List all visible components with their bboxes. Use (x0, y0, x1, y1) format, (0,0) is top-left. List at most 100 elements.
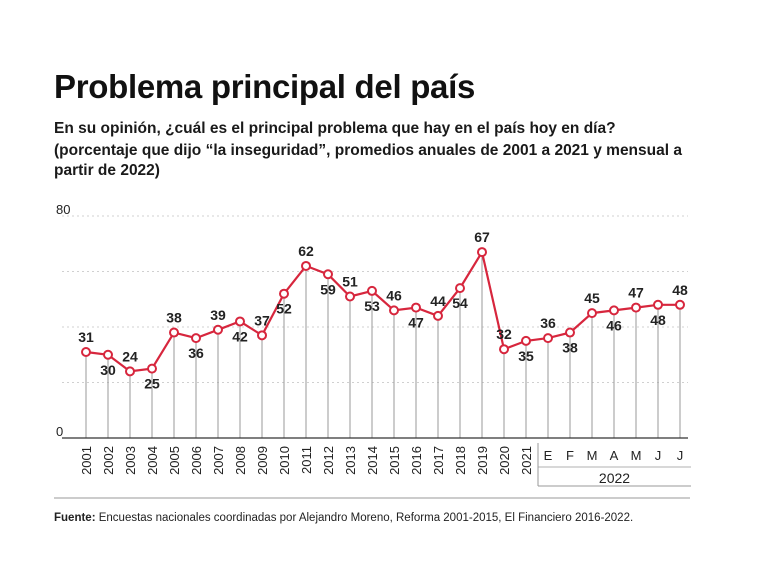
data-point (499, 344, 509, 355)
data-point (587, 308, 597, 319)
source-label: Fuente: (54, 512, 96, 524)
data-label: 36 (540, 315, 556, 331)
data-point (653, 299, 663, 310)
x-tick-label: A (610, 448, 619, 463)
x-tick-label: 2010 (277, 446, 292, 475)
data-label: 39 (210, 307, 226, 323)
chart-title: Problema principal del país (54, 68, 476, 105)
data-point (213, 324, 223, 335)
data-label: 30 (100, 362, 116, 378)
x-tick-label: M (631, 448, 642, 463)
line-chart: 0 80 2001 2002 2003 2004 2005 2006 2007 2008 2009 2… (54, 202, 691, 499)
data-point (191, 333, 201, 344)
x-tick-label: 2020 (497, 446, 512, 475)
y-tick-label: 0 (56, 424, 63, 439)
data-point (433, 310, 443, 321)
data-point (455, 283, 465, 294)
data-point (521, 335, 531, 346)
group-label: 2022 (599, 470, 630, 486)
data-label: 25 (144, 376, 160, 392)
data-label: 35 (518, 348, 534, 364)
x-tick-label: E (544, 448, 553, 463)
data-point (103, 349, 113, 360)
data-point (411, 302, 421, 313)
data-label: 45 (584, 290, 600, 306)
x-tick-label: 2002 (101, 446, 116, 475)
x-tick-label: F (566, 448, 574, 463)
data-point (125, 366, 135, 377)
x-tick-label: 2011 (299, 446, 314, 474)
data-label: 48 (672, 282, 688, 298)
data-point (477, 247, 487, 258)
x-tick-label: 2009 (255, 446, 270, 475)
data-label: 36 (188, 345, 204, 361)
x-tick-label: M (587, 448, 598, 463)
x-tick-label: 2015 (387, 446, 402, 475)
data-point (323, 269, 333, 280)
subtitle-note-line2: partir de 2022) (54, 162, 160, 179)
data-point (609, 305, 619, 316)
x-tick-label: 2007 (211, 446, 226, 475)
data-point (257, 330, 267, 341)
data-point (279, 288, 289, 299)
data-point (565, 327, 575, 338)
x-tick-label: 2014 (365, 446, 380, 475)
data-label: 51 (342, 273, 358, 289)
data-point (389, 305, 399, 316)
data-point (675, 299, 685, 310)
x-tick-label: 2006 (189, 446, 204, 475)
data-label: 31 (78, 329, 94, 345)
data-label: 48 (650, 312, 666, 328)
data-label: 47 (408, 315, 424, 331)
data-label: 46 (606, 317, 622, 333)
data-point (631, 302, 641, 313)
data-label: 44 (430, 293, 446, 309)
data-point (345, 291, 355, 302)
x-tick-label: 2018 (453, 446, 468, 475)
data-label: 54 (452, 295, 468, 311)
data-label: 38 (166, 310, 182, 326)
series-line (85, 249, 680, 373)
x-tick-label: 2004 (145, 446, 160, 475)
data-point (543, 333, 553, 344)
data-point (81, 346, 91, 357)
axes: 0 80 2001 2002 2003 2004 2005 2006 2007 2008 2009 2… (54, 202, 691, 499)
data-labels: 31 30 24 25 38 36 39 42 37 52 62 59 51 53 46 47 44 54 67 32… (78, 229, 688, 392)
data-point (235, 316, 245, 327)
data-point (367, 285, 377, 296)
data-point (301, 260, 311, 271)
subtitle-note-line1: (porcentaje que dijo “la inseguridad”, p… (54, 142, 682, 159)
x-tick-label: 2003 (123, 446, 138, 475)
data-label: 67 (474, 229, 490, 245)
data-point (169, 327, 179, 338)
markers (81, 247, 685, 377)
data-label: 53 (364, 298, 380, 314)
data-label: 32 (496, 326, 512, 342)
data-label: 38 (562, 340, 578, 356)
data-label: 59 (320, 281, 336, 297)
x-tick-label: 2019 (475, 446, 490, 475)
grid (62, 215, 688, 438)
x-tick-label: 2016 (409, 446, 424, 475)
x-tick-label: 2017 (431, 446, 446, 475)
data-label: 52 (276, 301, 292, 317)
x-tick-label: 2012 (321, 446, 336, 475)
x-tick-label: J (655, 448, 662, 463)
source-note: Fuente: Encuestas nacionales coordinadas… (54, 512, 633, 524)
x-tick-label: 2005 (167, 446, 182, 475)
data-point (147, 363, 157, 374)
x-tick-label: 2021 (519, 446, 534, 475)
data-label: 37 (254, 312, 270, 328)
x-tick-label: 2001 (79, 446, 94, 475)
data-label: 46 (386, 287, 402, 303)
source-text: Encuestas nacionales coordinadas por Ale… (95, 512, 634, 524)
data-label: 47 (628, 285, 644, 301)
data-label: 62 (298, 243, 314, 259)
x-tick-label: 2008 (233, 446, 248, 475)
x-tick-label: J (677, 448, 684, 463)
y-tick-label: 80 (56, 202, 70, 217)
data-label: 42 (232, 328, 248, 344)
subtitle-question: En su opinión, ¿cuál es el principal pro… (54, 120, 616, 137)
data-label: 24 (122, 348, 138, 364)
x-tick-label: 2013 (343, 446, 358, 475)
